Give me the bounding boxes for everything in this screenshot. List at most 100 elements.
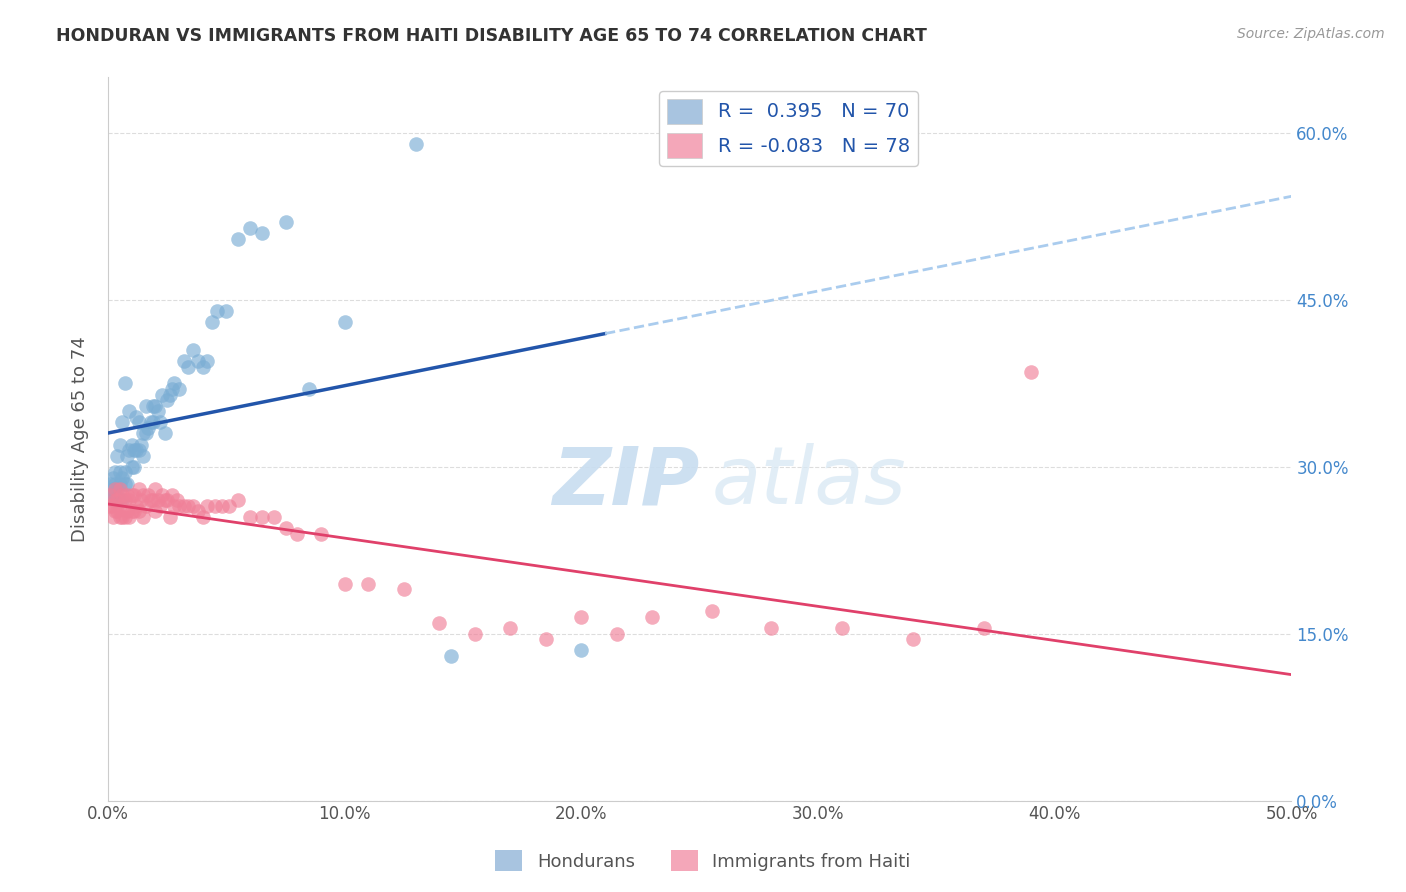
Point [831, 621, 853, 635]
Point [132, 509, 155, 524]
Point [159, 509, 181, 524]
Point [101, 499, 124, 513]
Point [173, 354, 195, 368]
Point [114, 376, 136, 391]
Point [1019, 365, 1042, 379]
Point [111, 488, 134, 502]
Point [108, 476, 131, 491]
Legend: R =  0.395   N = 70, R = -0.083   N = 78: R = 0.395 N = 70, R = -0.083 N = 78 [659, 91, 918, 166]
Point [118, 404, 141, 418]
Point [901, 632, 924, 647]
Point [173, 499, 195, 513]
Point [132, 488, 155, 502]
Text: ZIP: ZIP [553, 443, 700, 522]
Point [700, 605, 723, 619]
Point [142, 415, 165, 429]
Point [98, 476, 121, 491]
Point [107, 449, 129, 463]
Point [122, 459, 145, 474]
Point [121, 504, 143, 518]
Point [114, 476, 136, 491]
Point [115, 449, 138, 463]
Point [115, 488, 138, 502]
Point [121, 488, 143, 502]
Point [118, 493, 141, 508]
Point [142, 493, 165, 508]
Point [135, 499, 157, 513]
Point [333, 576, 356, 591]
Point [159, 387, 181, 401]
Text: atlas: atlas [711, 443, 907, 522]
Point [218, 499, 240, 513]
Point [215, 304, 238, 318]
Point [128, 443, 150, 458]
Point [285, 526, 308, 541]
Point [132, 426, 155, 441]
Point [263, 509, 285, 524]
Point [187, 354, 209, 368]
Point [136, 421, 159, 435]
Point [122, 488, 145, 502]
Point [427, 615, 450, 630]
Point [156, 493, 179, 508]
Point [405, 137, 427, 152]
Point [104, 488, 127, 502]
Point [115, 504, 138, 518]
Point [107, 504, 129, 518]
Point [98, 499, 121, 513]
Point [107, 493, 129, 508]
Point [143, 399, 166, 413]
Point [167, 382, 190, 396]
Point [204, 499, 226, 513]
Point [274, 521, 297, 535]
Point [121, 459, 143, 474]
Point [135, 426, 157, 441]
Point [101, 509, 124, 524]
Point [191, 509, 214, 524]
Point [163, 376, 186, 391]
Point [122, 504, 145, 518]
Point [129, 493, 152, 508]
Point [569, 610, 592, 624]
Point [135, 399, 157, 413]
Point [98, 488, 121, 502]
Point [309, 526, 332, 541]
Point [239, 509, 262, 524]
Point [125, 499, 148, 513]
Point [191, 359, 214, 374]
Point [181, 499, 204, 513]
Point [115, 476, 138, 491]
Point [128, 482, 150, 496]
Point [114, 509, 136, 524]
Point [122, 443, 145, 458]
Point [108, 437, 131, 451]
Point [201, 315, 224, 329]
Point [226, 493, 249, 508]
Text: HONDURAN VS IMMIGRANTS FROM HAITI DISABILITY AGE 65 TO 74 CORRELATION CHART: HONDURAN VS IMMIGRANTS FROM HAITI DISABI… [56, 27, 927, 45]
Point [111, 415, 134, 429]
Point [250, 226, 273, 240]
Point [114, 493, 136, 508]
Point [153, 493, 176, 508]
Point [143, 504, 166, 518]
Y-axis label: Disability Age 65 to 74: Disability Age 65 to 74 [72, 336, 89, 542]
Point [440, 648, 463, 663]
Text: Source: ZipAtlas.com: Source: ZipAtlas.com [1237, 27, 1385, 41]
Point [205, 304, 228, 318]
Point [239, 220, 262, 235]
Point [114, 466, 136, 480]
Point [160, 488, 183, 502]
Point [606, 626, 628, 640]
Point [111, 493, 134, 508]
Point [128, 504, 150, 518]
Point [108, 466, 131, 480]
Point [136, 488, 159, 502]
Point [166, 493, 188, 508]
Point [104, 493, 127, 508]
Point [132, 449, 155, 463]
Point [146, 493, 169, 508]
Point [153, 426, 176, 441]
Point [392, 582, 415, 597]
Point [146, 404, 169, 418]
Point [177, 359, 200, 374]
